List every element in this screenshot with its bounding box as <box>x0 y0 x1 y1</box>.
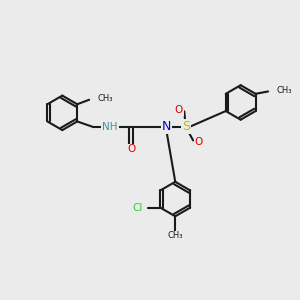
Text: CH₃: CH₃ <box>276 86 292 95</box>
Text: Cl: Cl <box>132 203 142 213</box>
Text: O: O <box>127 144 136 154</box>
Text: O: O <box>175 105 183 115</box>
Text: N: N <box>162 120 171 133</box>
Text: CH₃: CH₃ <box>167 231 183 240</box>
Text: S: S <box>182 120 190 133</box>
Text: CH₃: CH₃ <box>98 94 113 103</box>
Text: NH: NH <box>102 122 118 132</box>
Text: O: O <box>194 137 202 147</box>
